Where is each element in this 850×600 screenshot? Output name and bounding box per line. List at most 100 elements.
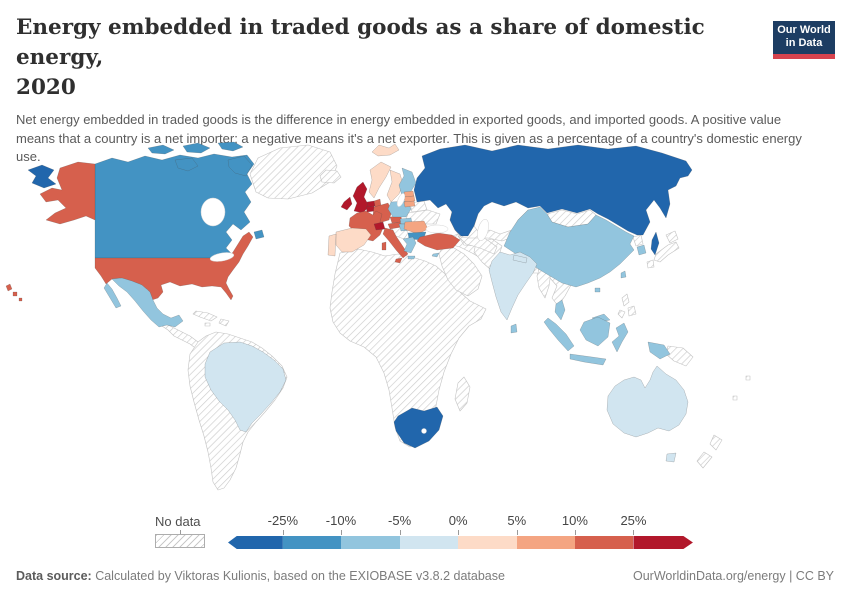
region-greenland[interactable] xyxy=(249,144,338,200)
legend-tick-mark xyxy=(340,530,342,535)
legend-no-data: No data xyxy=(155,514,205,548)
legend-tick-mark xyxy=(399,530,401,535)
country-australia[interactable] xyxy=(606,365,689,438)
legend-segment[interactable] xyxy=(575,536,634,549)
country-russia-sakhalin[interactable] xyxy=(650,231,660,256)
legend-tick-mark xyxy=(458,530,460,535)
region-pacific-islands[interactable] xyxy=(732,375,751,401)
country-canada-islands-1[interactable] xyxy=(147,144,175,155)
data-source-label: Data source: xyxy=(16,569,92,583)
chart-subtitle: Net energy embedded in traded goods is t… xyxy=(16,112,802,165)
region-japan-honshu[interactable] xyxy=(653,241,680,263)
country-spain[interactable] xyxy=(335,227,372,253)
country-mexico[interactable] xyxy=(111,277,184,328)
legend-tick-mark xyxy=(574,530,576,535)
country-russia-chukotka[interactable] xyxy=(27,164,57,189)
region-arabia[interactable] xyxy=(438,245,483,297)
world-map xyxy=(0,140,850,513)
map-legend: No data -25% -10% -5% 0% 5% 10% 25% xyxy=(0,513,850,559)
region-madagascar[interactable] xyxy=(454,376,471,412)
data-source: Data source: Calculated by Viktoras Kuli… xyxy=(16,569,505,583)
lesotho-gap xyxy=(421,428,427,434)
legend-colorbar-wrap: -25% -10% -5% 0% 5% 10% 25% xyxy=(228,513,693,555)
region-africa[interactable] xyxy=(329,248,487,448)
country-china[interactable] xyxy=(503,206,635,288)
country-cyprus[interactable] xyxy=(431,252,440,258)
country-canada[interactable] xyxy=(94,153,255,259)
country-netherlands[interactable] xyxy=(366,200,376,208)
region-new-zealand[interactable] xyxy=(696,434,723,469)
country-south-africa[interactable] xyxy=(393,406,444,449)
country-sweden[interactable] xyxy=(386,169,404,203)
country-taiwan[interactable] xyxy=(620,270,627,279)
hudson-bay xyxy=(200,197,226,227)
country-sri-lanka[interactable] xyxy=(510,323,518,334)
country-indonesia-sulawesi[interactable] xyxy=(611,322,629,353)
country-mexico-baja[interactable] xyxy=(103,282,122,309)
country-indonesia-java[interactable] xyxy=(569,353,607,366)
legend-segment[interactable] xyxy=(633,536,693,549)
region-papua-new-guinea[interactable] xyxy=(665,345,694,367)
country-indonesia-papua[interactable] xyxy=(647,341,671,360)
legend-tick-label: 25% xyxy=(620,513,647,528)
country-turkey[interactable] xyxy=(416,232,461,251)
legend-segment[interactable] xyxy=(399,536,459,549)
country-uk[interactable] xyxy=(352,181,370,214)
legend-colorbar xyxy=(228,536,693,549)
country-usa-alaska[interactable] xyxy=(39,161,96,225)
legend-segment[interactable] xyxy=(340,536,400,549)
country-canada-islands-2[interactable] xyxy=(182,142,211,154)
legend-tick-label: 10% xyxy=(561,513,588,528)
legend-tick-labels: -25% -10% -5% 0% 5% 10% 25% xyxy=(228,513,693,529)
legend-tick-label: 5% xyxy=(507,513,527,528)
country-india[interactable] xyxy=(488,251,538,321)
no-data-swatch[interactable] xyxy=(155,530,205,548)
legend-segment[interactable] xyxy=(458,536,517,549)
legend-tick-mark xyxy=(633,530,635,535)
country-canada-baffin[interactable] xyxy=(227,155,253,177)
legend-segment[interactable] xyxy=(228,536,283,549)
title-line1: Energy embedded in traded goods as a sha… xyxy=(16,15,705,71)
country-ireland[interactable] xyxy=(340,196,353,211)
country-italy[interactable] xyxy=(381,227,409,264)
country-indonesia-borneo[interactable] xyxy=(579,316,611,347)
region-japan-kyushu[interactable] xyxy=(646,259,655,269)
legend-segment[interactable] xyxy=(282,536,341,549)
region-iceland[interactable] xyxy=(319,169,342,184)
country-brazil[interactable] xyxy=(204,341,287,433)
country-nepal[interactable] xyxy=(512,254,528,264)
region-japan-hokkaido[interactable] xyxy=(665,230,679,244)
black-sea xyxy=(425,224,449,234)
legend-segment[interactable] xyxy=(516,536,576,549)
country-usa-hawaii[interactable] xyxy=(5,283,23,302)
region-jamaica[interactable] xyxy=(204,322,211,327)
country-lithuania[interactable] xyxy=(403,200,416,208)
great-lakes xyxy=(209,252,235,262)
country-south-korea[interactable] xyxy=(636,244,647,256)
country-russia[interactable] xyxy=(413,144,693,237)
country-canada-newfoundland[interactable] xyxy=(253,229,265,240)
legend-tick-mark xyxy=(282,530,284,535)
region-north-korea[interactable] xyxy=(632,234,644,247)
country-china-hainan[interactable] xyxy=(594,287,601,293)
owid-logo[interactable]: Our World in Data xyxy=(773,21,835,60)
owid-link[interactable]: OurWorldinData.org/energy | CC BY xyxy=(632,569,834,583)
country-australia-tasmania[interactable] xyxy=(665,452,677,463)
region-philippines[interactable] xyxy=(617,293,637,319)
owid-logo-line2: in Data xyxy=(785,37,823,50)
country-greece[interactable] xyxy=(402,236,417,260)
region-cuba[interactable] xyxy=(192,310,218,322)
country-romania[interactable] xyxy=(403,220,429,235)
region-hispaniola[interactable] xyxy=(218,318,230,327)
legend-tick-label: -25% xyxy=(267,513,299,528)
country-canada-victoria[interactable] xyxy=(174,157,199,172)
country-latvia[interactable] xyxy=(403,195,416,203)
country-canada-islands-3[interactable] xyxy=(217,141,244,152)
legend-tick-label: 0% xyxy=(448,513,468,528)
page-title: Energy embedded in traded goods as a sha… xyxy=(16,13,761,103)
country-portugal[interactable] xyxy=(327,233,337,257)
legend-tick-mark xyxy=(516,530,518,535)
country-norway-svalbard[interactable] xyxy=(371,143,400,157)
country-indonesia-sumatra[interactable] xyxy=(543,317,575,352)
country-norway[interactable] xyxy=(368,161,392,199)
